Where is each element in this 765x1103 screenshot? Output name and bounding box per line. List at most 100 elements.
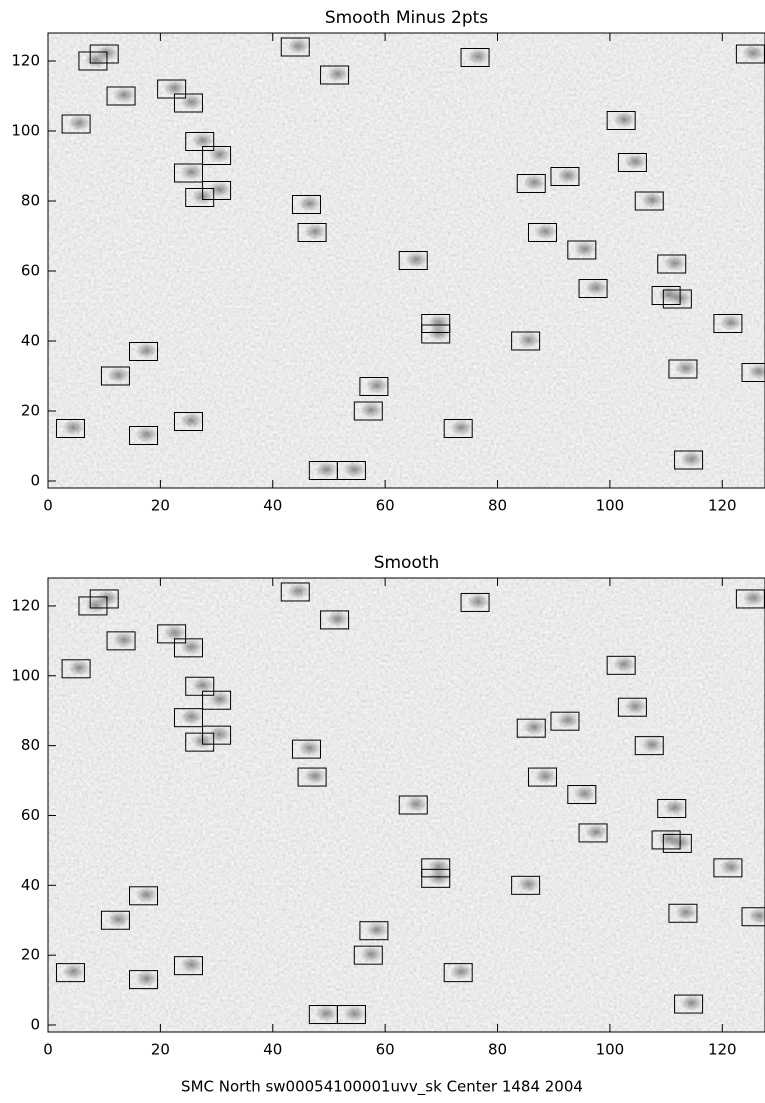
plot-area bbox=[55, 37, 765, 480]
source-blob bbox=[180, 94, 203, 110]
source-box bbox=[460, 48, 490, 67]
source-blob bbox=[135, 886, 158, 903]
source-box bbox=[129, 426, 159, 445]
source-box bbox=[421, 858, 451, 878]
source-blob bbox=[663, 799, 686, 816]
source-blob bbox=[450, 963, 473, 980]
source-blob bbox=[326, 66, 349, 82]
source-box bbox=[651, 286, 681, 305]
y-tick-label: 60 bbox=[21, 262, 40, 280]
source-blob bbox=[534, 768, 557, 785]
source-box bbox=[567, 785, 597, 805]
source-blob bbox=[180, 638, 203, 655]
source-blob bbox=[298, 195, 321, 212]
x-tick-label: 120 bbox=[708, 497, 737, 515]
source-box bbox=[511, 331, 541, 351]
source-box bbox=[662, 289, 692, 309]
source-box bbox=[185, 188, 215, 207]
footer: SMC North sw00054100001uvv_sk Center 148… bbox=[181, 1078, 583, 1097]
source-box bbox=[511, 875, 541, 895]
source-blob bbox=[304, 768, 327, 785]
source-box bbox=[606, 111, 636, 130]
source-blob bbox=[135, 970, 158, 987]
source-blob bbox=[680, 995, 703, 1012]
source-box bbox=[398, 795, 428, 815]
source-blob bbox=[208, 181, 231, 198]
source-box bbox=[634, 191, 664, 211]
source-box bbox=[735, 589, 765, 609]
y-tick-label: 60 bbox=[21, 806, 40, 824]
source-box bbox=[651, 830, 681, 850]
source-box bbox=[527, 223, 557, 242]
y-tick-label: 120 bbox=[11, 52, 40, 70]
source-blob bbox=[556, 712, 579, 729]
source-blob bbox=[467, 593, 490, 610]
x-tick-label: 40 bbox=[263, 497, 282, 515]
source-box bbox=[78, 596, 108, 616]
source-box bbox=[578, 823, 608, 843]
source-box bbox=[89, 44, 119, 64]
source-box bbox=[336, 461, 366, 480]
source-box bbox=[202, 725, 232, 745]
source-blob bbox=[180, 956, 203, 973]
source-box bbox=[61, 114, 91, 134]
source-box bbox=[320, 610, 350, 630]
source-blob bbox=[68, 115, 91, 131]
source-blob bbox=[113, 87, 136, 103]
source-box bbox=[173, 956, 203, 976]
source-blob bbox=[135, 426, 158, 443]
source-blob bbox=[343, 461, 366, 478]
source-blob bbox=[573, 241, 596, 257]
source-blob bbox=[315, 1005, 338, 1022]
source-blob bbox=[674, 360, 697, 376]
source-blob bbox=[748, 907, 765, 924]
source-box bbox=[617, 153, 647, 172]
source-box bbox=[173, 412, 203, 431]
source-blob bbox=[191, 132, 214, 149]
plot-frame bbox=[47, 577, 765, 1033]
source-blob bbox=[208, 691, 231, 708]
y-tick-label: 120 bbox=[11, 596, 40, 614]
source-box bbox=[353, 401, 383, 421]
source-box bbox=[674, 450, 704, 470]
source-box bbox=[297, 767, 327, 787]
source-box bbox=[735, 44, 765, 64]
source-box bbox=[55, 963, 85, 983]
source-blob bbox=[315, 461, 338, 478]
source-blob bbox=[68, 659, 91, 676]
source-blob bbox=[641, 736, 664, 753]
source-box bbox=[100, 366, 130, 386]
source-blob bbox=[163, 80, 186, 96]
source-blob bbox=[674, 904, 697, 921]
source-blob bbox=[62, 963, 85, 980]
source-box bbox=[657, 254, 687, 274]
source-box bbox=[173, 708, 203, 728]
source-box bbox=[106, 86, 136, 106]
source-box bbox=[741, 363, 765, 382]
source-box bbox=[280, 37, 310, 57]
source-box bbox=[578, 279, 608, 298]
source-box bbox=[173, 93, 203, 113]
source-box bbox=[202, 690, 232, 710]
chart-title: Smooth bbox=[374, 553, 440, 573]
source-blob bbox=[365, 921, 388, 938]
source-box bbox=[336, 1005, 366, 1025]
source-box bbox=[61, 659, 91, 679]
source-blob bbox=[326, 610, 349, 627]
y-tick-label: 100 bbox=[11, 666, 40, 684]
chart-title: Smooth Minus 2pts bbox=[325, 8, 488, 28]
source-blob bbox=[365, 377, 388, 394]
source-box bbox=[185, 732, 215, 752]
source-box bbox=[421, 868, 451, 888]
x-tick-label: 0 bbox=[43, 1041, 53, 1059]
source-blob bbox=[742, 45, 765, 61]
x-tick-label: 80 bbox=[488, 1041, 507, 1059]
source-box bbox=[280, 582, 310, 602]
source-box bbox=[657, 798, 687, 818]
x-tick-label: 40 bbox=[263, 1041, 282, 1059]
source-box bbox=[89, 589, 119, 609]
source-blob bbox=[343, 1005, 366, 1022]
source-blob bbox=[450, 419, 473, 436]
source-box bbox=[662, 833, 692, 853]
